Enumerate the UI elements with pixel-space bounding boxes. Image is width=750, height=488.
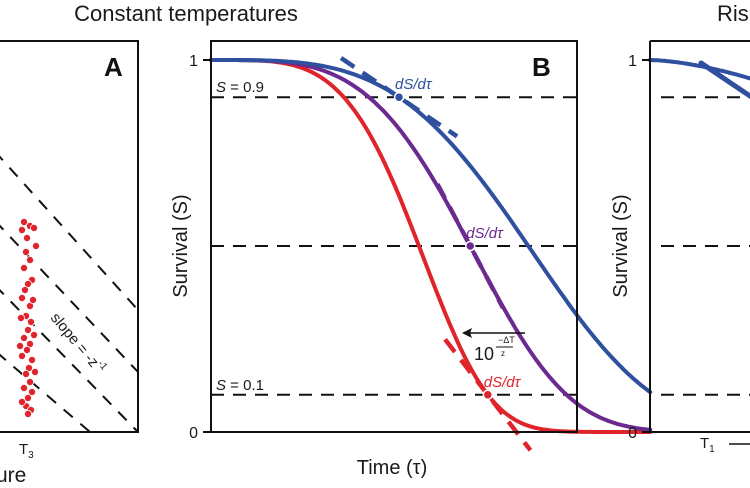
tangent-blue [339,56,459,139]
shift-annotation: 10 −ΔT z [474,335,515,364]
shift-arrow-head-icon [462,328,472,338]
data-point [17,351,26,360]
data-point [22,233,31,242]
panel-a-label: A [104,52,123,82]
isoline [0,353,91,433]
figure-title-right: Ris [717,1,749,26]
shift-denominator: z [501,349,505,358]
slope-annotation: slope = -z-1 [47,308,110,378]
data-point [19,333,28,342]
panel-b-xlabel: Time (τ) [357,457,427,479]
panel-b-ytick-label-0: 0 [189,425,198,442]
isoline [0,155,139,311]
data-point [29,330,38,339]
curve-purple [209,58,653,432]
tangent-label-purple: dS/dτ [466,225,504,242]
ref-label-s09: S = 0.9 [216,79,264,96]
panel-b-label: B [532,52,551,82]
shift-numerator: −ΔT [498,335,515,345]
panel-b-ytick-label-1: 1 [189,53,198,70]
isoline [0,289,139,433]
data-point [26,317,35,326]
data-point [23,325,32,334]
panel-a-xlabel: ure [0,464,26,487]
data-point [22,345,31,354]
data-point [27,355,36,364]
data-point [17,397,26,406]
panel-c-frame [649,40,750,433]
data-point [23,393,32,402]
panel-c-ytick-label-1: 1 [628,53,637,70]
panel-b-curves: dS/dτ dS/dτ dS/dτ [209,56,653,452]
data-point [19,263,28,272]
panel-b-frame [210,40,578,433]
data-point [25,255,34,264]
panel-a-isolines [0,155,139,433]
data-point [30,367,39,376]
data-point [29,223,38,232]
panel-a-points [15,217,41,418]
tangent-purple [435,183,505,309]
data-point [20,285,29,294]
data-point [15,341,24,350]
panel-a-xtick-t3: T3 [19,441,34,461]
panel-c-ylabel: Survival (S) [610,194,632,297]
shift-base: 10 [474,344,494,364]
ref-label-s01: S = 0.1 [216,377,264,394]
data-point [19,383,28,392]
panel-c-reference-lines [661,96,750,396]
data-point [21,369,30,378]
panel-b-ylabel: Survival (S) [170,194,192,297]
tangent-point-purple [464,240,476,252]
tangent-label-blue: dS/dτ [395,76,433,93]
panel-c-tangent [698,60,750,99]
panel-c-ytick-label-0: 0 [628,425,637,442]
figure-title-left: Constant temperatures [74,1,298,26]
panel-a-frame [0,40,139,433]
data-point [21,247,30,256]
tangent-point-red [482,389,494,401]
data-point [17,225,26,234]
data-point [23,409,32,418]
data-point [16,313,25,322]
tangent-point-blue [393,91,405,103]
data-point [17,293,26,302]
data-point [27,387,36,396]
data-point [19,217,28,226]
data-point [28,295,37,304]
data-point [32,241,41,250]
panel-c: 1 0 Survival (S) T1 [610,40,750,455]
panel-b-reference-lines [211,96,577,396]
curve-blue [209,58,653,395]
panel-b: dS/dτ dS/dτ dS/dτ 1 0 B Survival (S) Time … [170,40,653,479]
data-point [25,377,34,386]
tangent-label-red: dS/dτ [484,374,522,391]
isoline [0,224,139,373]
panel-c-xtick-t1: T1 [700,435,715,455]
panel-a: A slope = -z-1 T3 ure [0,40,139,487]
